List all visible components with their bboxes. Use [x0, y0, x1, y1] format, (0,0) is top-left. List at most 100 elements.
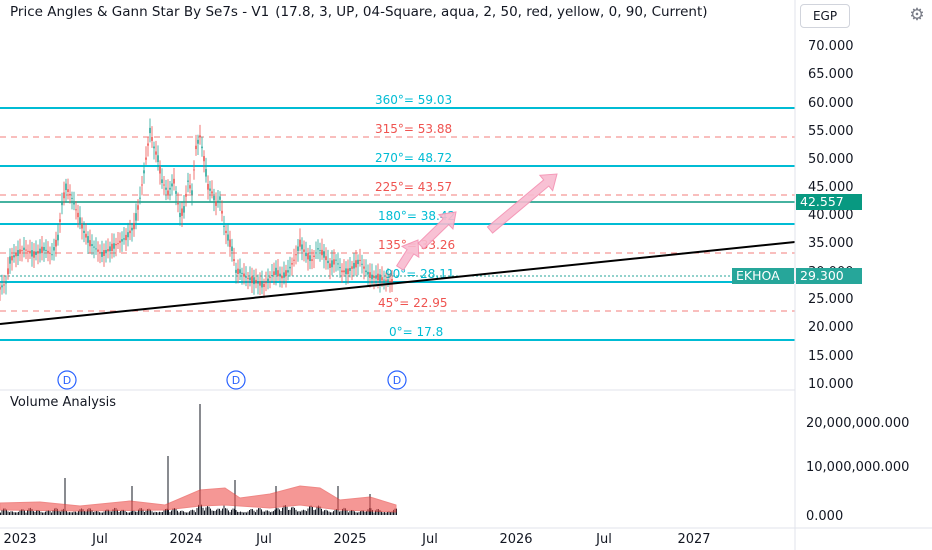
volume-bar: [60, 511, 61, 515]
volume-bar: [133, 510, 135, 515]
price-axis-label: 40.000: [808, 208, 854, 223]
volume-bar: [150, 509, 151, 515]
candle-body: [197, 139, 199, 144]
candle-body: [161, 179, 163, 183]
volume-bar: [183, 511, 184, 515]
volume-bar: [46, 510, 48, 515]
candle-body: [13, 255, 15, 258]
volume-bar: [342, 508, 343, 515]
volume-bar: [19, 510, 21, 515]
volume-bar: [34, 511, 36, 515]
candle-body: [315, 252, 317, 254]
volume-bar: [318, 505, 319, 515]
volume-bar: [352, 510, 354, 515]
projection-arrow[interactable]: [417, 211, 457, 250]
candle-body: [35, 251, 37, 256]
candle-body: [177, 202, 179, 205]
candle-body: [229, 239, 231, 247]
volume-bar: [285, 505, 286, 515]
candle-body: [323, 251, 325, 258]
volume-bar: [312, 506, 313, 515]
volume-bar: [255, 512, 256, 515]
volume-bar: [76, 512, 78, 515]
volume-bar: [127, 512, 129, 515]
volume-bar: [219, 508, 220, 515]
indicator-header[interactable]: Price Angles & Gann Star By Se7s - V1 (17…: [10, 4, 708, 20]
volume-bar: [300, 511, 301, 515]
volume-bar: [249, 510, 250, 515]
volume-bar: [153, 512, 154, 515]
candle-body: [33, 251, 35, 258]
volume-bar: [364, 511, 366, 515]
candle-body: [25, 249, 27, 251]
candle-body: [53, 247, 55, 251]
volume-bar: [198, 504, 199, 515]
candle-body: [297, 246, 299, 252]
volume-bar: [187, 512, 189, 515]
projection-arrow[interactable]: [395, 239, 420, 271]
candle-body: [183, 206, 185, 213]
candle-body: [289, 266, 291, 269]
volume-axis-label: 0.000: [806, 509, 843, 524]
volume-bar: [265, 510, 267, 515]
projection-arrow[interactable]: [486, 173, 558, 234]
candle-body: [97, 249, 99, 252]
volume-indicator-title[interactable]: Volume Analysis: [10, 395, 117, 410]
volume-bar: [54, 508, 55, 515]
candle-body: [351, 266, 353, 269]
volume-bar: [391, 511, 393, 515]
volume-bar: [261, 509, 262, 515]
gear-icon[interactable]: ⚙: [909, 5, 925, 24]
candle-body: [385, 279, 387, 281]
gann-level-label: 180°= 38.42: [378, 209, 455, 223]
candle-body: [241, 272, 243, 274]
volume-bar: [228, 510, 229, 515]
volume-bar: [289, 509, 291, 515]
volume-bar: [82, 509, 84, 515]
volume-bar: [144, 511, 145, 515]
volume-bar: [354, 511, 355, 515]
volume-bar: [69, 512, 70, 515]
candle-body: [3, 284, 5, 286]
candle-body: [71, 197, 73, 199]
candle-body: [85, 233, 87, 238]
candle-body: [319, 250, 321, 252]
volume-bar: [225, 508, 226, 515]
volume-bar: [324, 510, 325, 515]
candle-body: [145, 157, 147, 160]
volume-bar: [333, 511, 334, 515]
candle-body: [121, 239, 123, 242]
volume-bar: [237, 511, 238, 515]
gann-level-label: 315°= 53.88: [375, 122, 452, 136]
volume-bar: [75, 511, 76, 515]
volume-bar: [37, 510, 39, 515]
volume-bar: [123, 509, 124, 515]
volume-bar: [52, 510, 54, 515]
volume-bar: [235, 510, 237, 515]
candle-body: [65, 183, 67, 191]
candle-body: [259, 281, 261, 286]
time-axis-label: 2024: [169, 532, 202, 547]
volume-bar: [126, 511, 127, 515]
candle-body: [207, 184, 209, 190]
indicator-title[interactable]: Price Angles & Gann Star By Se7s - V1: [10, 4, 270, 20]
currency-selector[interactable]: EGP: [800, 4, 850, 28]
candle-body: [221, 210, 223, 214]
volume-bar: [283, 505, 285, 515]
volume-bar: [373, 512, 375, 515]
candle-body: [235, 269, 237, 273]
volume-bar: [117, 509, 118, 515]
candle-body: [61, 202, 63, 206]
candle-body: [55, 239, 57, 247]
symbol-badge: EKHOA: [732, 268, 794, 284]
volume-bar: [294, 507, 295, 515]
volume-bar: [367, 509, 369, 515]
candle-body: [87, 236, 89, 243]
candle-body: [257, 281, 259, 284]
candle-body: [265, 281, 267, 284]
candle-body: [111, 243, 113, 252]
volume-bar: [382, 512, 384, 515]
volume-bar: [28, 508, 30, 515]
volume-bar: [310, 505, 312, 515]
